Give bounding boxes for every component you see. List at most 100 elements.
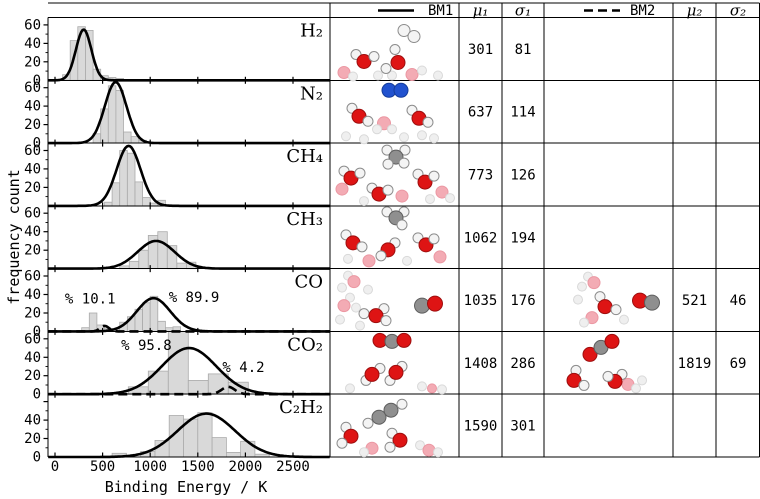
atom-w <box>356 241 368 253</box>
molecule-image-bm1-n2 <box>341 82 439 145</box>
histogram-bar <box>147 370 169 395</box>
histogram-bar <box>142 197 151 207</box>
panel-ch3 <box>119 231 206 270</box>
atom-w <box>389 44 401 55</box>
atom-r <box>427 295 443 312</box>
atom-w <box>382 184 394 196</box>
histogram-bar <box>115 90 124 144</box>
molecule-image-bm2-co <box>573 271 660 328</box>
y-tick-label: 0 <box>33 73 41 89</box>
atom-pr <box>427 383 437 394</box>
atom-pw <box>417 130 427 141</box>
y-tick-label: 40 <box>24 287 41 303</box>
cell-sigma1-value: 81 <box>515 42 532 58</box>
atom-pw <box>429 133 439 144</box>
atom-w <box>428 233 440 245</box>
molecule-image-bm1-c2h2 <box>336 398 443 458</box>
x-axis-label: Binding Energy / K <box>105 478 268 496</box>
atom-pr <box>395 189 409 203</box>
atom-pw <box>415 440 425 451</box>
atom-pw <box>335 314 345 325</box>
atom-pw <box>373 70 383 81</box>
y-tick-label: 0 <box>33 387 41 403</box>
atom-r <box>390 55 406 70</box>
atom-pw <box>387 124 397 135</box>
atom-r <box>566 372 582 388</box>
atom-pw <box>425 194 435 205</box>
atom-w <box>397 24 411 37</box>
atom-pr <box>433 250 447 264</box>
histogram-bar <box>111 182 121 207</box>
cell-sigma1-value: 301 <box>510 419 535 435</box>
y-tick-label: 20 <box>24 117 41 133</box>
atom-pr <box>347 275 361 289</box>
atom-w <box>610 304 622 316</box>
histogram-bar <box>138 249 149 270</box>
histogram-bar <box>130 136 140 144</box>
x-tick-label: 1500 <box>181 459 215 475</box>
y-tick-label: 20 <box>24 368 41 384</box>
y-tick-label: 60 <box>24 206 41 222</box>
histogram-bar <box>157 231 168 269</box>
y-tick-label: 60 <box>24 269 41 285</box>
atom-pw <box>445 193 455 204</box>
gaussian-curve-bm1 <box>48 28 330 82</box>
atom-w <box>382 158 394 170</box>
atom-w <box>384 441 396 453</box>
atom-w <box>380 63 392 74</box>
gaussian-curve-bm1 <box>48 144 330 208</box>
atom-r <box>368 308 384 324</box>
y-tick-label: 40 <box>24 224 41 240</box>
atom-pw <box>337 282 347 293</box>
y-tick-label: 0 <box>33 136 41 152</box>
histogram-bar <box>225 451 242 458</box>
y-axis-label: frequency count <box>5 169 23 304</box>
gaussian-curve-bm1 <box>48 412 330 459</box>
atom-pw <box>631 383 641 394</box>
atom-g <box>644 294 660 311</box>
atom-pw <box>577 281 587 292</box>
histogram-bar <box>240 440 256 458</box>
percentage-annotation: % 89.9 <box>169 290 220 306</box>
atom-pr <box>587 276 601 290</box>
histogram-bar <box>211 437 227 458</box>
atom-pw <box>437 384 447 395</box>
atom-w <box>380 315 392 327</box>
atom-pw <box>417 65 427 76</box>
atom-pw <box>402 255 412 266</box>
atom-pr <box>405 68 419 81</box>
atom-w <box>358 308 370 320</box>
atom-pr <box>435 185 449 199</box>
histogram-bar <box>104 201 113 207</box>
histogram-bar <box>149 295 159 332</box>
atom-r <box>582 346 598 362</box>
atom-g <box>414 297 430 314</box>
histogram-bar <box>134 181 143 207</box>
percentage-annotation: % 10.1 <box>65 292 116 308</box>
molecule-image-bm2-co2 <box>566 333 647 394</box>
y-tick-label: 20 <box>24 243 41 259</box>
atom-pw <box>348 71 358 82</box>
cell-sigma1-value: 114 <box>510 105 535 121</box>
histogram-bar <box>123 131 132 144</box>
histogram-bar <box>142 302 151 332</box>
atom-pw <box>372 124 382 135</box>
cell-sigma1-value: 286 <box>510 356 535 372</box>
x-tick-label: 1000 <box>133 459 167 475</box>
y-tick-label: 20 <box>24 431 41 447</box>
atom-pr <box>337 299 351 313</box>
atom-pr <box>362 254 376 268</box>
header-mu2-label: μ₂ <box>687 2 703 20</box>
panel-co2 <box>127 330 249 395</box>
panel-molecule-label: CH₃ <box>286 209 323 230</box>
percentage-annotation: % 95.8 <box>121 338 172 354</box>
y-tick-label: 60 <box>24 17 41 33</box>
y-tick-label: 40 <box>24 161 41 177</box>
histogram-bar <box>197 412 213 458</box>
histogram-bars-layer <box>62 26 270 458</box>
legend-bm2-label: BM2 <box>630 3 655 19</box>
atom-r <box>356 54 372 69</box>
atom-w <box>362 115 374 127</box>
gaussian-curve-bm2 <box>48 385 330 396</box>
axis-labels-layer: 60 40 20 0 H₂ 60 40 20 0 N₂ 60 40 20 CH₄ 60 40 20 CH₃ 60 40… <box>5 17 323 496</box>
